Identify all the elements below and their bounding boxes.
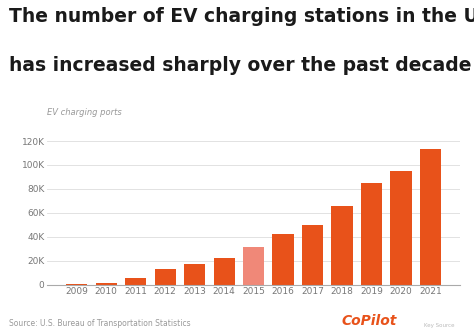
Bar: [213, 258, 235, 285]
Bar: [66, 284, 87, 285]
Text: Source: U.S. Bureau of Transportation Statistics: Source: U.S. Bureau of Transportation St…: [9, 319, 191, 328]
Text: The number of EV charging stations in the U.S.: The number of EV charging stations in th…: [9, 7, 474, 25]
Bar: [273, 234, 294, 285]
Text: Key Source: Key Source: [424, 323, 455, 328]
Text: CoPilot: CoPilot: [341, 314, 397, 328]
Text: has increased sharply over the past decade: has increased sharply over the past deca…: [9, 56, 472, 75]
Bar: [243, 247, 264, 285]
Bar: [302, 225, 323, 285]
Text: EV charging ports: EV charging ports: [47, 108, 122, 117]
Bar: [184, 264, 205, 285]
Bar: [155, 269, 176, 285]
Bar: [391, 171, 411, 285]
Bar: [420, 149, 441, 285]
Bar: [361, 183, 382, 285]
Bar: [331, 206, 353, 285]
Bar: [125, 278, 146, 285]
Bar: [96, 283, 117, 285]
